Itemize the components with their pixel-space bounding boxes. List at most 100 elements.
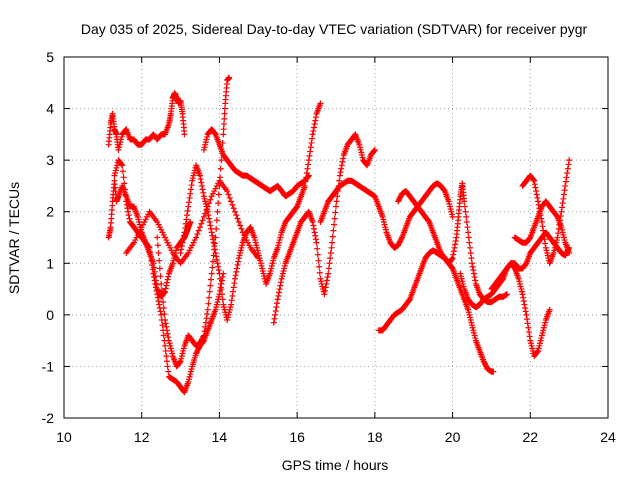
data-point xyxy=(461,203,468,210)
data-point xyxy=(160,304,167,311)
data-point xyxy=(331,221,338,228)
data-point xyxy=(181,229,188,236)
data-point xyxy=(310,124,317,131)
data-point xyxy=(538,219,545,226)
data-point xyxy=(126,215,133,222)
data-point xyxy=(147,253,154,260)
data-point xyxy=(314,245,321,252)
data-point xyxy=(524,320,531,327)
data-point xyxy=(210,239,217,246)
data-point xyxy=(559,204,566,211)
data-point xyxy=(180,236,187,243)
data-point xyxy=(526,333,533,340)
data-point xyxy=(226,194,233,201)
data-point xyxy=(275,292,282,299)
data-point xyxy=(307,148,314,155)
y-tick-label: 0 xyxy=(46,307,54,323)
x-tick-label: 18 xyxy=(367,429,383,445)
data-point xyxy=(215,200,222,207)
data-point xyxy=(181,131,188,138)
data-point xyxy=(470,267,477,274)
data-point xyxy=(147,249,154,256)
data-point xyxy=(329,239,336,246)
data-point xyxy=(329,233,336,240)
data-point xyxy=(185,199,192,206)
data-point xyxy=(534,194,541,201)
data-point xyxy=(226,74,233,81)
data-point xyxy=(560,195,567,202)
data-point xyxy=(306,152,313,159)
data-point xyxy=(309,131,316,138)
data-point xyxy=(176,359,183,366)
data-point xyxy=(145,243,152,250)
data-point xyxy=(159,292,166,299)
data-point xyxy=(463,213,470,220)
data-point xyxy=(325,270,332,277)
data-point xyxy=(220,121,227,128)
data-point xyxy=(162,288,169,295)
data-point xyxy=(125,212,132,219)
data-point xyxy=(232,272,239,279)
data-point xyxy=(153,287,160,294)
data-point xyxy=(155,298,162,305)
data-point xyxy=(198,179,205,186)
data-point xyxy=(272,311,279,318)
data-point xyxy=(120,174,127,181)
x-axis-label: GPS time / hours xyxy=(282,457,389,473)
data-point xyxy=(202,323,209,330)
data-point xyxy=(157,308,164,315)
series-k xyxy=(457,260,553,360)
data-point xyxy=(336,172,343,179)
data-point xyxy=(151,274,158,281)
data-point xyxy=(542,240,549,247)
data-point xyxy=(208,229,215,236)
data-point xyxy=(325,265,332,272)
data-point xyxy=(235,219,242,226)
data-point xyxy=(159,322,166,329)
data-point xyxy=(218,286,225,293)
data-point xyxy=(333,198,340,205)
data-point xyxy=(123,198,130,205)
data-point xyxy=(234,262,241,269)
data-point xyxy=(228,198,235,205)
data-point xyxy=(310,225,317,232)
series-l xyxy=(519,157,573,267)
plot-frame xyxy=(63,56,609,419)
y-tick-label: 2 xyxy=(46,204,54,220)
data-point xyxy=(193,234,200,241)
data-point xyxy=(151,277,158,284)
data-point xyxy=(162,342,169,349)
data-point xyxy=(566,244,573,251)
data-point xyxy=(213,217,220,224)
data-point xyxy=(555,230,562,237)
data-point xyxy=(201,328,208,335)
data-point xyxy=(554,234,561,241)
data-point xyxy=(539,223,546,230)
data-point xyxy=(562,178,569,185)
data-point xyxy=(461,198,468,205)
data-point xyxy=(333,203,339,210)
y-tick-label: 3 xyxy=(46,152,54,168)
data-point xyxy=(199,186,206,193)
data-point xyxy=(200,213,207,220)
data-point xyxy=(203,206,210,213)
data-point xyxy=(164,363,171,370)
data-point xyxy=(327,255,334,262)
series-h xyxy=(317,177,456,251)
data-point xyxy=(150,270,157,277)
data-point xyxy=(313,239,320,246)
data-point xyxy=(186,194,193,201)
data-point xyxy=(311,121,318,128)
data-point xyxy=(307,144,314,151)
data-point xyxy=(152,284,159,291)
data-point xyxy=(195,227,202,234)
data-point xyxy=(238,225,245,232)
data-point xyxy=(205,300,212,307)
data-point xyxy=(200,333,207,340)
series-g xyxy=(270,131,378,326)
data-point xyxy=(522,304,529,311)
data-point xyxy=(123,201,130,208)
series-m xyxy=(511,198,573,256)
data-point xyxy=(205,212,212,219)
data-point xyxy=(207,222,214,229)
